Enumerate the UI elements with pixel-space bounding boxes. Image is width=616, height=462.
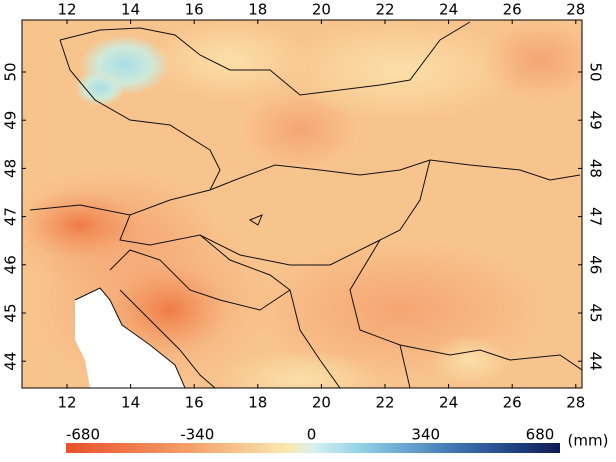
colorbar-tick-label: -680 xyxy=(66,426,100,444)
x-tick-label-top: 24 xyxy=(439,1,458,19)
y-tick-label-left: 47 xyxy=(2,207,20,226)
y-tick-label-left: 46 xyxy=(2,255,20,274)
y-tick-label-left: 50 xyxy=(2,62,20,81)
y-tick-label-right: 44 xyxy=(587,352,605,371)
x-tick-label-bottom: 16 xyxy=(185,394,204,412)
map-raster xyxy=(22,20,582,388)
x-tick-label-top: 28 xyxy=(566,1,585,19)
y-tick-label-right: 47 xyxy=(587,207,605,226)
map-frame xyxy=(21,19,583,389)
x-tick-label-top: 26 xyxy=(503,1,522,19)
colorbar-tick-label: 680 xyxy=(526,426,555,444)
y-tick-label-right: 50 xyxy=(587,62,605,81)
x-tick-label-top: 16 xyxy=(185,1,204,19)
y-tick-label-right: 49 xyxy=(587,111,605,130)
x-tick-label-top: 12 xyxy=(57,1,76,19)
x-tick-label-top: 22 xyxy=(375,1,394,19)
y-tick-label-left: 44 xyxy=(2,352,20,371)
colorbar-unit: (mm) xyxy=(568,432,609,450)
y-tick-label-right: 48 xyxy=(587,159,605,178)
x-tick-label-bottom: 20 xyxy=(312,394,331,412)
y-tick-label-right: 46 xyxy=(587,255,605,274)
x-tick-label-bottom: 14 xyxy=(121,394,140,412)
y-tick-label-left: 45 xyxy=(2,303,20,322)
y-tick-label-left: 49 xyxy=(2,111,20,130)
colorbar-tick-label: 0 xyxy=(307,426,317,444)
x-tick-label-bottom: 26 xyxy=(503,394,522,412)
x-tick-label-bottom: 12 xyxy=(57,394,76,412)
y-tick-label-right: 45 xyxy=(587,303,605,322)
x-tick-label-top: 20 xyxy=(312,1,331,19)
colorbar xyxy=(66,443,560,453)
colorbar-tick-label: 340 xyxy=(411,426,440,444)
x-tick-label-top: 18 xyxy=(248,1,267,19)
x-tick-label-bottom: 22 xyxy=(375,394,394,412)
x-tick-label-bottom: 28 xyxy=(566,394,585,412)
y-tick-label-left: 48 xyxy=(2,159,20,178)
colorbar-tick-label: -340 xyxy=(180,426,214,444)
x-tick-label-top: 14 xyxy=(121,1,140,19)
x-tick-label-bottom: 18 xyxy=(248,394,267,412)
x-tick-label-bottom: 24 xyxy=(439,394,458,412)
